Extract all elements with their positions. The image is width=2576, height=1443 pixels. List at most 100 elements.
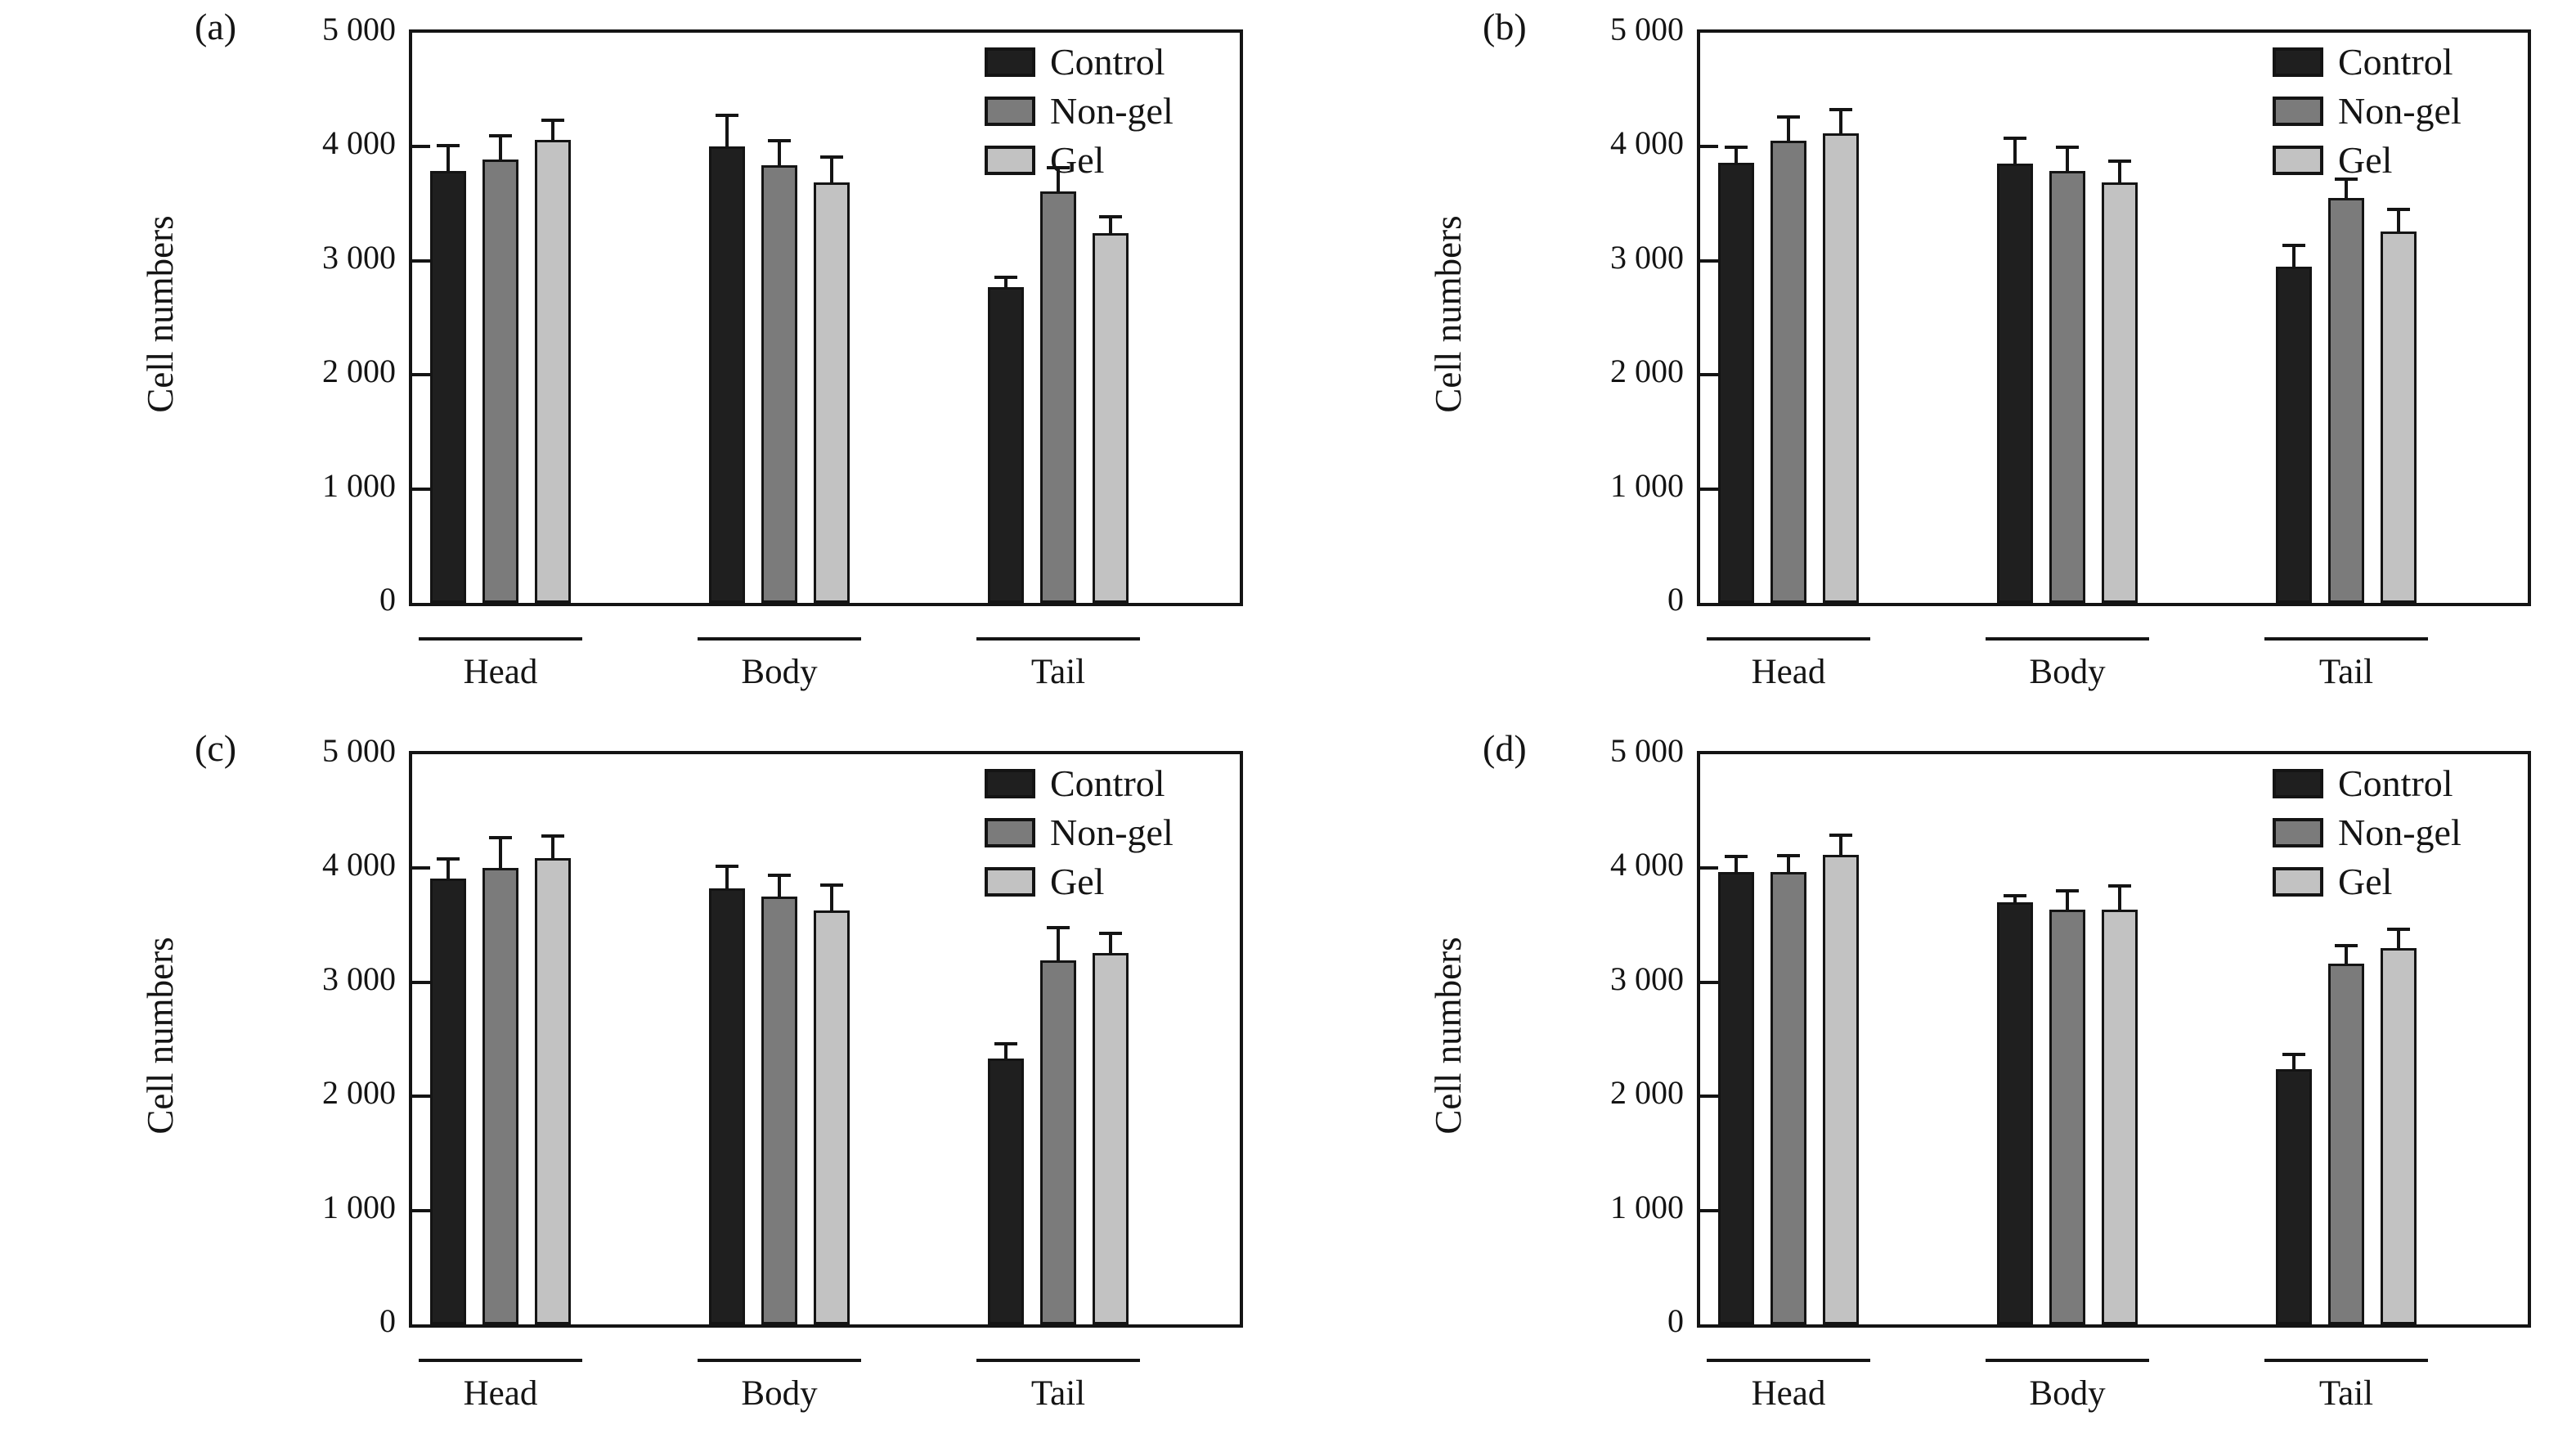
legend-label-control: Control xyxy=(2338,762,2453,804)
y-tick-label: 2 000 xyxy=(1610,353,1684,390)
error-bar-cap xyxy=(2282,1053,2305,1056)
group-label-head: Head xyxy=(463,1374,538,1413)
error-bar-cap xyxy=(1777,115,1800,119)
bar-head-non-gel xyxy=(1770,141,1806,603)
error-bar-cap xyxy=(437,857,460,861)
error-bar-stem xyxy=(2118,884,2121,911)
group-underline-head xyxy=(419,1359,582,1362)
bar-body-control xyxy=(709,888,745,1324)
y-tick-label: 1 000 xyxy=(1610,466,1684,504)
error-bar-cap xyxy=(541,119,564,122)
legend-swatch-non-gel xyxy=(2273,97,2323,126)
bar-body-control xyxy=(1997,164,2033,603)
y-tick-label: 3 000 xyxy=(1610,960,1684,997)
error-bar-stem xyxy=(551,834,554,860)
bar-tail-non-gel xyxy=(1040,191,1076,603)
panel-c: (c) Cell numbers 0 1 000 2 000 3 000 4 000 5 00… xyxy=(0,722,1288,1443)
error-bar-stem xyxy=(2013,137,2017,165)
bar-head-non-gel xyxy=(482,868,518,1324)
error-bar-cap xyxy=(994,276,1017,279)
bar-head-control xyxy=(430,879,466,1324)
legend-label-control: Control xyxy=(2338,41,2453,83)
legend-item-gel: Gel xyxy=(985,862,1174,901)
error-bar-stem xyxy=(2345,178,2348,200)
y-tick-label: 3 000 xyxy=(322,238,396,276)
error-bar-cap xyxy=(2108,160,2131,163)
error-bar-stem xyxy=(2013,894,2017,904)
error-bar-stem xyxy=(1109,215,1112,235)
legend: Control Non-gel Gel xyxy=(985,43,1174,180)
bar-head-gel xyxy=(535,140,571,603)
panel-d: (d) Cell numbers 0 1 000 2 000 3 000 4 000 5 00… xyxy=(1288,722,2576,1443)
bar-head-gel xyxy=(1823,855,1859,1324)
group-underline-head xyxy=(419,637,582,641)
y-tick-mark xyxy=(1700,1208,1718,1212)
group-label-tail: Tail xyxy=(1030,1374,1086,1413)
error-bar-cap xyxy=(2282,244,2305,247)
group-underline-body xyxy=(698,637,861,641)
y-tick-label: 5 000 xyxy=(1610,11,1684,47)
error-bar-cap xyxy=(768,139,791,142)
bar-body-gel xyxy=(2102,910,2138,1324)
panel-letter: (d) xyxy=(1483,727,1527,769)
error-bar-cap xyxy=(716,865,738,868)
legend-swatch-control xyxy=(985,769,1035,798)
error-bar-cap xyxy=(2056,146,2079,149)
bar-body-non-gel xyxy=(2049,171,2085,603)
group-underline-tail xyxy=(976,1359,1140,1362)
legend: Control Non-gel Gel xyxy=(2273,43,2462,180)
error-bar-stem xyxy=(830,155,833,184)
error-bar-stem xyxy=(1735,146,1738,164)
legend-swatch-non-gel xyxy=(985,818,1035,847)
y-tick-label: 5 000 xyxy=(322,732,396,769)
error-bar-stem xyxy=(1004,1042,1008,1060)
y-tick-label: 0 xyxy=(1667,581,1684,618)
legend-swatch-control xyxy=(2273,47,2323,77)
error-bar-cap xyxy=(820,883,843,887)
panel-a: (a) Cell numbers 0 1 000 2 000 3 000 4 000 5 00… xyxy=(0,0,1288,722)
y-tick-label: 2 000 xyxy=(322,1074,396,1112)
error-bar-cap xyxy=(489,134,512,137)
legend-swatch-control xyxy=(2273,769,2323,798)
group-underline-tail xyxy=(2264,637,2428,641)
group-underline-body xyxy=(1986,637,2149,641)
bar-tail-control xyxy=(2276,1069,2312,1324)
group-label-tail: Tail xyxy=(2318,653,2374,691)
y-tick-label: 2 000 xyxy=(322,353,396,390)
y-tick-mark xyxy=(1700,145,1718,149)
error-bar-stem xyxy=(2066,889,2069,911)
group-label-body: Body xyxy=(2029,653,2106,691)
bar-head-non-gel xyxy=(482,160,518,603)
y-tick-mark xyxy=(412,866,430,870)
error-bar-stem xyxy=(2066,146,2069,173)
y-tick-mark xyxy=(1700,258,1718,263)
legend-item-non-gel: Non-gel xyxy=(2273,92,2462,131)
error-bar-stem xyxy=(2345,944,2348,965)
error-bar-stem xyxy=(1839,834,1842,856)
y-tick-label: 2 000 xyxy=(1610,1074,1684,1112)
y-tick-mark xyxy=(412,145,430,149)
error-bar-cap xyxy=(1829,834,1852,837)
legend-swatch-gel xyxy=(2273,146,2323,175)
bar-tail-gel xyxy=(2381,948,2417,1324)
y-tick-label: 4 000 xyxy=(1610,846,1684,883)
panel-letter: (b) xyxy=(1483,6,1527,47)
error-bar-cap xyxy=(2004,137,2026,140)
bar-body-non-gel xyxy=(761,897,797,1324)
legend-swatch-non-gel xyxy=(985,97,1035,126)
bar-head-gel xyxy=(1823,133,1859,603)
plot-area: Control Non-gel Gel xyxy=(1697,751,2531,1328)
group-underline-head xyxy=(1707,1359,1870,1362)
y-tick-mark xyxy=(1700,1095,1718,1099)
error-bar-stem xyxy=(1735,855,1738,874)
error-bar-stem xyxy=(447,857,450,880)
bar-head-non-gel xyxy=(1770,872,1806,1324)
bar-head-control xyxy=(1718,872,1754,1324)
plot-area: Control Non-gel Gel xyxy=(409,751,1243,1328)
error-bar-cap xyxy=(2108,884,2131,888)
legend-item-non-gel: Non-gel xyxy=(985,92,1174,131)
error-bar-stem xyxy=(1109,932,1112,955)
y-tick-label: 3 000 xyxy=(1610,238,1684,276)
error-bar-cap xyxy=(2056,889,2079,892)
error-bar-stem xyxy=(725,114,729,148)
